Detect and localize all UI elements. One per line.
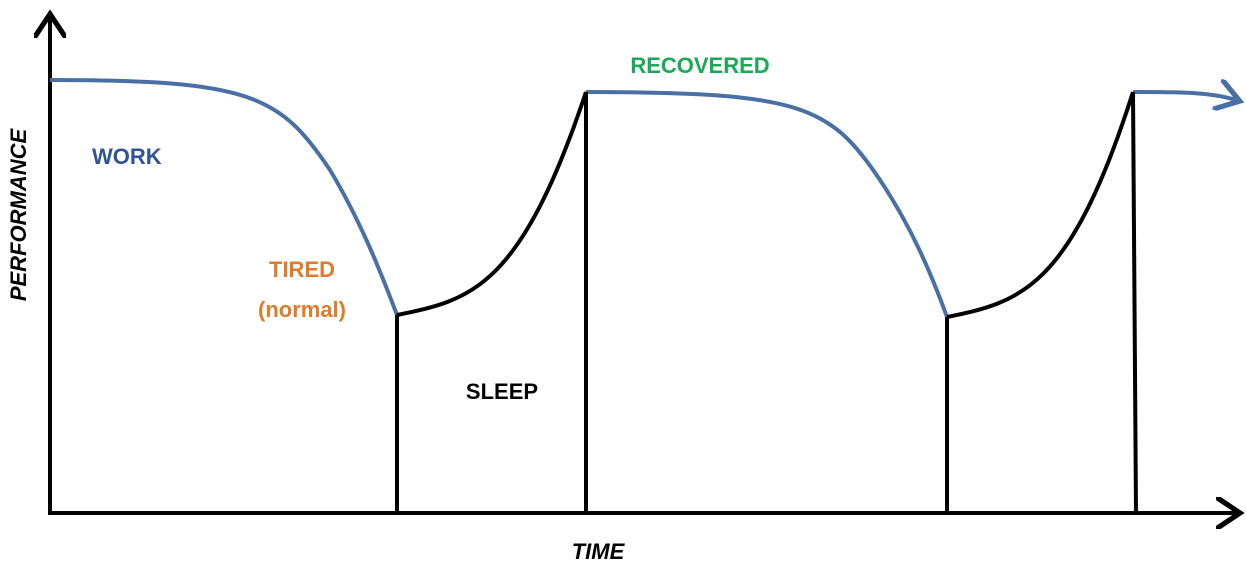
- recovered-label: RECOVERED: [630, 53, 769, 78]
- work-curve: [1132, 92, 1236, 100]
- sleep-label: SLEEP: [466, 379, 538, 404]
- tired-note: (normal): [258, 297, 346, 322]
- work-curve: [49, 78, 399, 316]
- work-label: WORK: [92, 144, 162, 169]
- divider: [1131, 91, 1138, 514]
- y-axis-label: PERFORMANCE: [6, 128, 31, 302]
- x-axis-label: TIME: [572, 539, 626, 564]
- sleep-curve: [396, 91, 588, 317]
- sleep-curve: [946, 91, 1135, 319]
- work-curve: [585, 90, 949, 318]
- tired-label: TIRED: [269, 257, 335, 282]
